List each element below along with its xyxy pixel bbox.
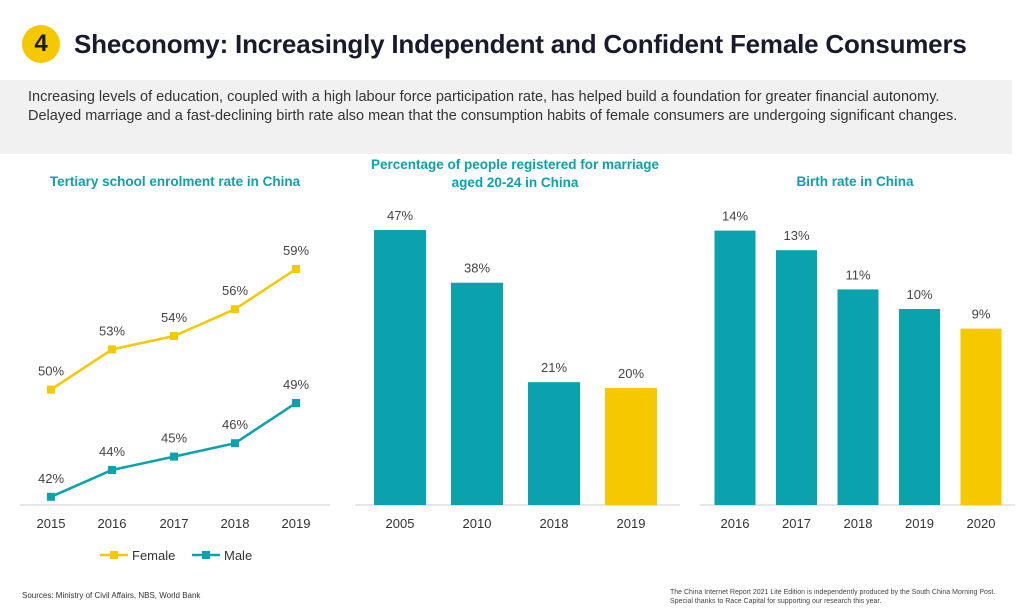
chart3-x-tick-label: 2016: [721, 516, 750, 531]
chart3-data-label: 14%: [722, 209, 748, 224]
chart3-data-label: 9%: [972, 307, 991, 322]
chart2-x-tick-label: 2019: [617, 516, 646, 531]
chart3-x-tick-label: 2018: [844, 516, 873, 531]
chart2-data-label: 20%: [618, 366, 644, 381]
chart1-data-label: 46%: [222, 417, 248, 432]
chart2-bar: [374, 230, 426, 506]
chart1-data-label: 49%: [283, 377, 309, 392]
chart3-x-tick-label: 2019: [905, 516, 934, 531]
chart1-x-tick-label: 2019: [282, 516, 311, 531]
chart1-data-label: 53%: [99, 323, 125, 338]
chart3-data-label: 13%: [783, 228, 809, 243]
chart1-title: Tertiary school enrolment rate in China: [49, 174, 301, 189]
chart1-x-tick-label: 2018: [221, 516, 250, 531]
chart1-point-male: [108, 466, 116, 474]
chart1-data-label: 44%: [99, 444, 125, 459]
chart3-bar: [837, 289, 879, 505]
chart3-data-label: 10%: [906, 287, 932, 302]
chart1-legend-marker-female: [110, 551, 118, 559]
page-header: 4 Sheconomy: Increasingly Independent an…: [22, 14, 967, 74]
chart1-data-label: 42%: [38, 471, 64, 486]
chart3-title: Birth rate in China: [796, 174, 914, 189]
chart2-data-label: 38%: [464, 261, 490, 276]
chart3-bar: [776, 250, 817, 505]
sources-note: Sources: Ministry of Civil Affairs, NBS,…: [22, 591, 201, 600]
chart2-bar: [605, 388, 657, 505]
chart2-x-tick-label: 2018: [540, 516, 569, 531]
chart1-data-label: 54%: [161, 310, 187, 325]
chart1-x-tick-label: 2015: [37, 516, 66, 531]
chart1-point-female: [292, 265, 300, 273]
chart3-bar: [714, 230, 756, 505]
chart1-legend-label: Female: [132, 548, 175, 563]
chart1-point-female: [108, 345, 116, 354]
chart1-point-male: [292, 399, 300, 407]
chart2-bar: [451, 282, 503, 505]
chart3-bar: [960, 328, 1002, 505]
chart3-x-tick-label: 2020: [967, 516, 996, 531]
chart2-bar: [528, 382, 580, 505]
intro-text: Increasing levels of education, coupled …: [0, 80, 1012, 154]
chart1-point-female: [170, 332, 178, 340]
credit-line-1: The China Internet Report 2021 Lite Edit…: [670, 589, 996, 596]
chart1-legend-label: Male: [224, 548, 252, 563]
chart1-x-tick-label: 2016: [98, 516, 127, 531]
chart1-line-male: [50, 401, 297, 498]
chart1-data-label: 50%: [38, 364, 64, 379]
chart1-data-label: 45%: [161, 431, 187, 446]
chart2-data-label: 21%: [541, 360, 567, 375]
chart3-data-label: 11%: [845, 267, 870, 282]
chart1-point-female: [231, 305, 239, 314]
chart1-point-male: [231, 439, 239, 448]
chart1-point-male: [47, 492, 55, 501]
page-title: Sheconomy: Increasingly Independent and …: [74, 28, 967, 59]
chart1-line-female: [50, 267, 297, 391]
chart1-x-tick-label: 2017: [160, 516, 189, 531]
chart1-legend-marker-male: [202, 551, 210, 559]
chart1-data-label: 56%: [222, 283, 248, 298]
chart3-x-tick-label: 2017: [782, 516, 811, 531]
chart2-data-label: 47%: [387, 208, 413, 223]
section-number-badge: 4: [22, 25, 60, 63]
chart2-x-tick-label: 2005: [386, 516, 415, 531]
chart2-x-tick-label: 2010: [463, 516, 492, 531]
credit-note: The China Internet Report 2021 Lite Edit…: [670, 588, 1010, 606]
chart1-point-male: [170, 452, 178, 461]
chart3-bar: [899, 309, 940, 505]
credit-line-2: Special thanks to Race Capital for suppo…: [670, 598, 882, 605]
chart1-point-female: [47, 385, 55, 394]
chart2-title: Percentage of people registered for marr…: [370, 157, 660, 190]
chart1-data-label: 59%: [283, 243, 309, 258]
